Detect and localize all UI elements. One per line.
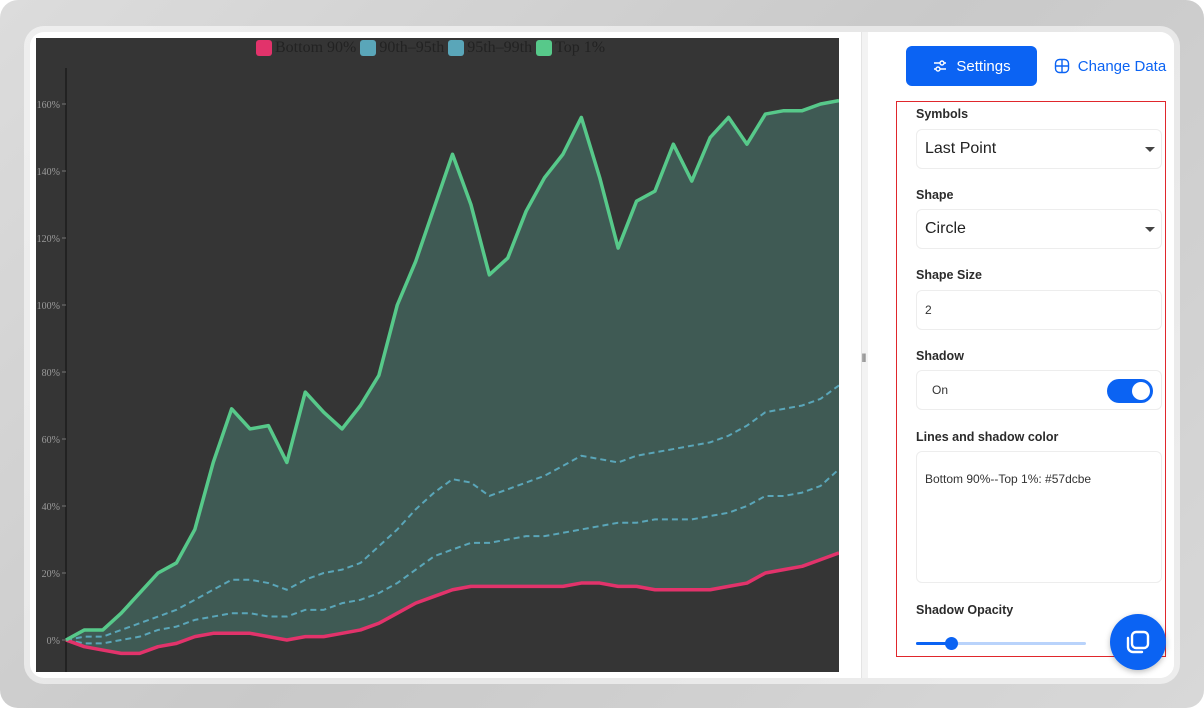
series-line-90th-95th xyxy=(65,468,839,645)
chevron-down-icon xyxy=(1145,147,1155,152)
shadow-opacity-slider-track[interactable] xyxy=(916,642,1086,645)
y-tick-label: 0% xyxy=(47,636,60,647)
sliders-icon xyxy=(934,60,947,72)
legend-item-90th-95th[interactable]: 90th–95th xyxy=(360,39,444,57)
settings-panel: Settings Change Data Symbols Last Point … xyxy=(868,32,1174,678)
symbols-select[interactable]: Last Point xyxy=(916,129,1162,169)
legend-swatch xyxy=(448,40,465,56)
series-line-95th-99th xyxy=(65,384,839,641)
chat-button[interactable] xyxy=(1110,614,1166,670)
y-tick-label: 100% xyxy=(37,301,60,312)
tab-settings[interactable]: Settings xyxy=(906,46,1037,86)
tab-settings-label: Settings xyxy=(956,57,1011,75)
legend-label: 95th–99th xyxy=(467,39,533,56)
chevron-down-icon xyxy=(1145,227,1155,232)
shadow-toggle-row: On xyxy=(916,370,1162,410)
shadow-opacity-slider-thumb[interactable] xyxy=(945,637,958,650)
shadow-opacity-slider-fill xyxy=(916,642,951,645)
app-window: 0% 20% 40% 60% 80% 100% 120% 140% 160% Bottom 90… xyxy=(30,32,1174,678)
legend-label: Top 1% xyxy=(555,39,606,56)
shadow-opacity-label: Shadow Opacity xyxy=(916,603,1014,617)
symbols-value: Last Point xyxy=(925,140,997,157)
chart-area: 0% 20% 40% 60% 80% 100% 120% 140% 160% Bottom 90… xyxy=(36,38,839,672)
tab-change-data[interactable]: Change Data xyxy=(1045,46,1174,86)
shape-select[interactable]: Circle xyxy=(916,209,1162,249)
series-line-top-1 xyxy=(65,98,839,642)
settings-form: Symbols Last Point Shape Circle Shape Si… xyxy=(896,101,1166,657)
y-tick-label: 80% xyxy=(42,368,60,379)
shadow-label: Shadow xyxy=(916,349,964,363)
lines-color-textarea[interactable]: Bottom 90%--Top 1%: #57dcbe xyxy=(916,451,1162,583)
shape-value: Circle xyxy=(925,220,966,237)
chat-icon xyxy=(1126,630,1150,654)
legend-item-95th-99th[interactable]: 95th–99th xyxy=(448,39,532,57)
shape-label: Shape xyxy=(916,188,954,202)
series-line-bottom-90 xyxy=(65,551,839,656)
legend-swatch xyxy=(360,40,377,56)
legend-item-top-1[interactable]: Top 1% xyxy=(536,39,605,57)
resize-divider[interactable] xyxy=(861,32,868,678)
shape-size-label: Shape Size xyxy=(916,268,982,282)
y-tick-label: 60% xyxy=(42,435,60,446)
y-tick-label: 160% xyxy=(37,100,60,111)
area-fill xyxy=(66,100,839,654)
lines-color-label: Lines and shadow color xyxy=(916,430,1059,444)
shape-size-value: 2 xyxy=(925,303,932,317)
panel-tabs: Settings Change Data xyxy=(906,46,1174,86)
legend-label: 90th–95th xyxy=(379,39,445,56)
resize-handle-icon[interactable]: ‖ xyxy=(861,351,867,365)
symbols-label: Symbols xyxy=(916,107,969,121)
y-tick-label: 40% xyxy=(42,502,60,513)
shadow-state: On xyxy=(932,383,949,397)
legend-item-bottom-90[interactable]: Bottom 90% xyxy=(256,39,356,57)
legend-label: Bottom 90% xyxy=(275,39,357,56)
shape-size-input[interactable]: 2 xyxy=(916,290,1162,330)
y-tick-label: 120% xyxy=(37,234,60,245)
area-chart: 0% 20% 40% 60% 80% 100% 120% 140% 160% xyxy=(37,68,839,672)
grid-icon xyxy=(1054,58,1069,74)
shadow-toggle[interactable] xyxy=(1107,379,1153,403)
tab-change-data-label: Change Data xyxy=(1077,57,1167,75)
lines-color-value: Bottom 90%--Top 1%: #57dcbe xyxy=(925,472,1092,486)
toggle-knob xyxy=(1132,382,1150,400)
chart-legend[interactable]: Bottom 90% 90th–95th 95th–99th Top 1% xyxy=(256,38,605,58)
y-tick-label: 20% xyxy=(42,569,60,580)
y-tick-label: 140% xyxy=(37,167,60,178)
legend-swatch xyxy=(256,40,272,56)
legend-swatch xyxy=(536,40,553,56)
chart-panel-gap xyxy=(839,32,861,678)
